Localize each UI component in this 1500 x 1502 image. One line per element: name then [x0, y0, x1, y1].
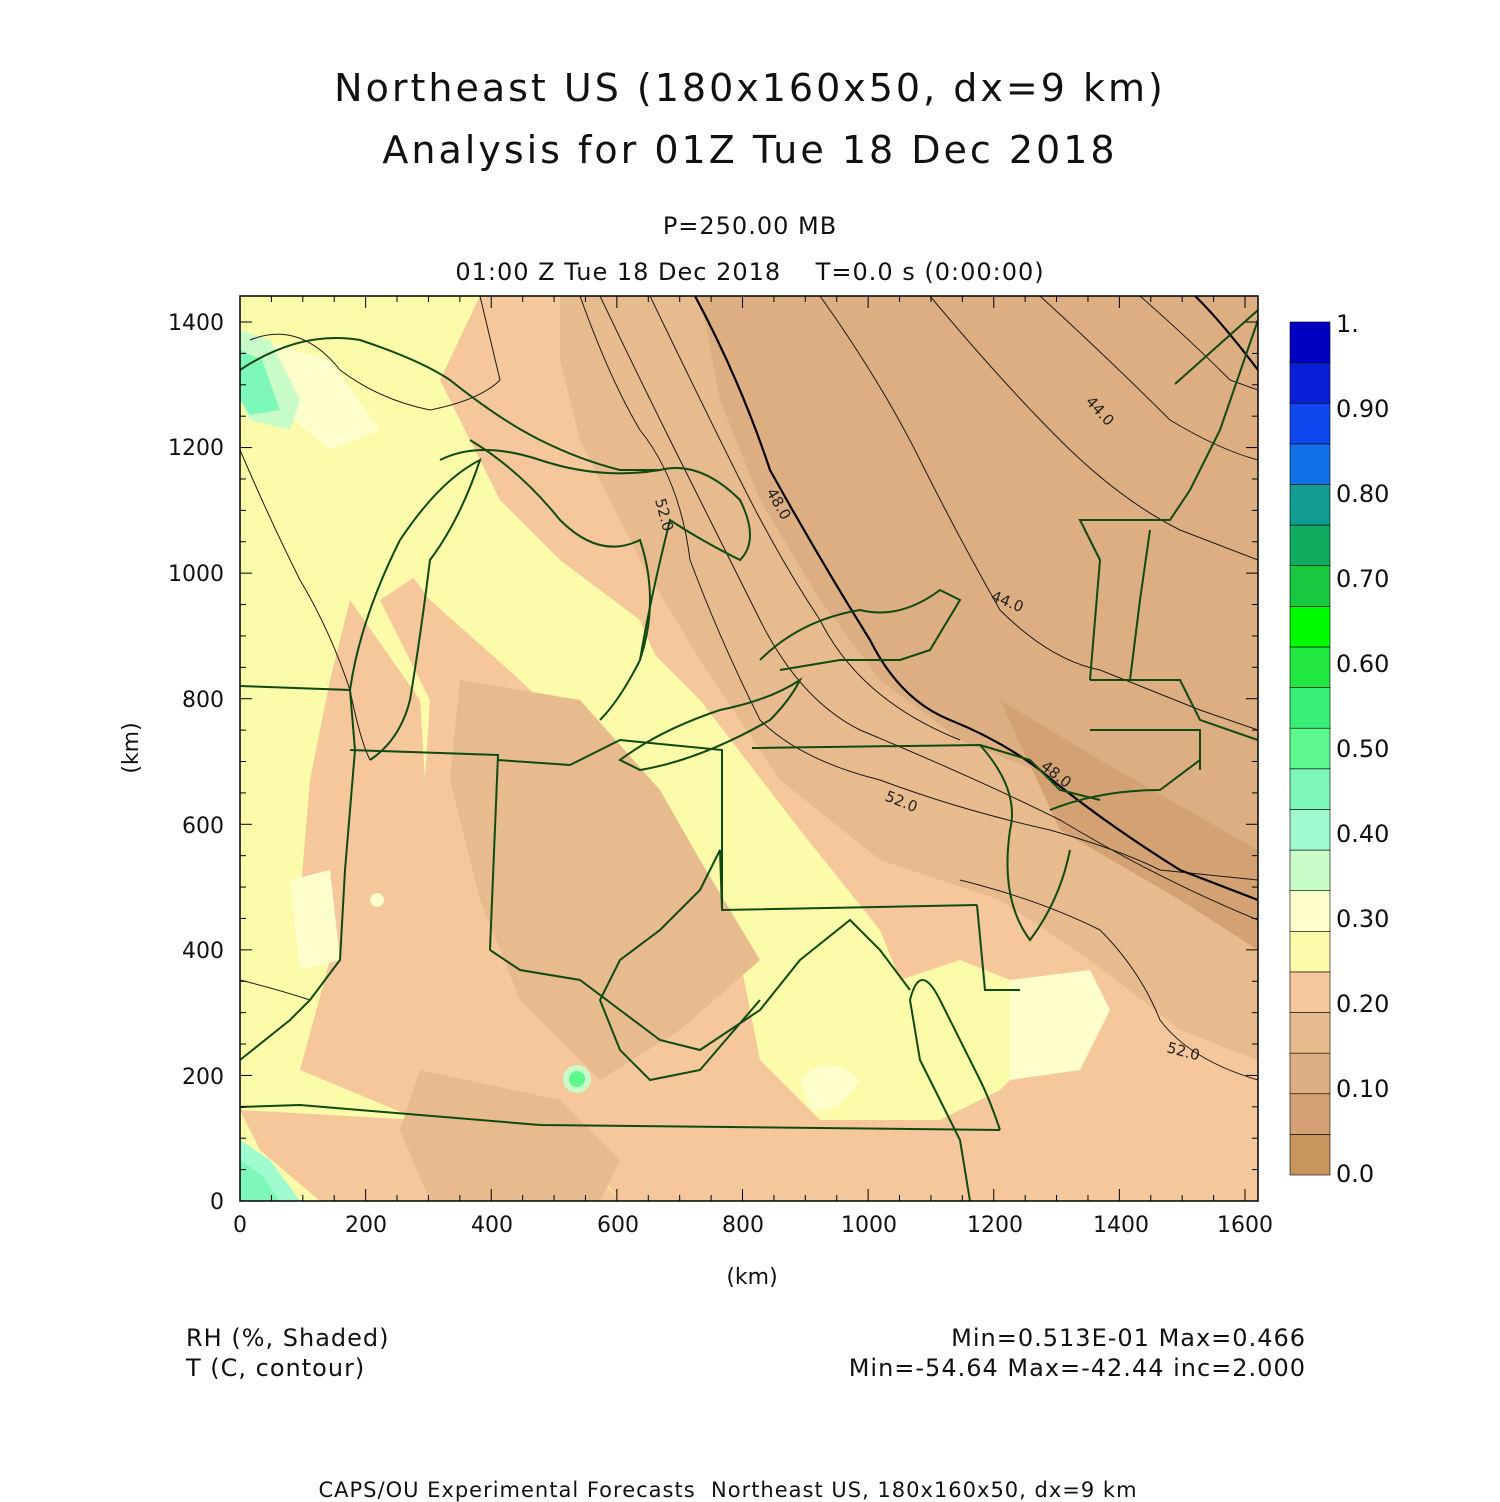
pressure-level: P=250.00 MB: [662, 212, 838, 240]
colorbar-label: 0.90: [1336, 395, 1389, 423]
colorbar-label: 0.60: [1336, 650, 1389, 678]
y-tick-label: 800: [182, 688, 224, 713]
map-title: Northeast US (180x160x50, dx=9 km): [334, 66, 1166, 110]
x-tick-label: 0: [233, 1213, 247, 1238]
plot-frame: [239, 295, 1259, 1202]
colorbar-swatch: [1289, 809, 1331, 851]
colorbar-swatch: [1289, 1093, 1331, 1135]
colorbar-swatch: [1289, 1052, 1331, 1095]
x-tick-label: 400: [471, 1213, 513, 1238]
colorbar-swatch: [1289, 849, 1331, 891]
colorbar-swatch: [1289, 524, 1331, 567]
colorbar-swatch: [1289, 443, 1331, 485]
y-tick-label: 1000: [168, 562, 224, 587]
y-tick-label: 1200: [168, 436, 224, 461]
x-tick-label: 800: [722, 1213, 764, 1238]
map-subtitle: Analysis for 01Z Tue 18 Dec 2018: [382, 128, 1118, 172]
x-tick-label: 1400: [1093, 1213, 1149, 1238]
colorbar-swatch: [1289, 768, 1331, 810]
legend-stats-rh: Min=0.513E-01 Max=0.466: [951, 1324, 1306, 1352]
x-tick-label: 1000: [841, 1213, 897, 1238]
contour-48: [694, 296, 1258, 902]
colorbar-swatch: [1289, 890, 1331, 932]
colorbar-swatch: [1289, 1012, 1331, 1054]
colorbar-swatch: [1289, 930, 1331, 973]
colorbar-swatch: [1289, 606, 1331, 648]
colorbar-swatch: [1289, 362, 1331, 404]
colorbar-swatch: [1289, 1134, 1331, 1176]
x-tick-label: 1600: [1217, 1213, 1273, 1238]
x-axis-label: (km): [726, 1265, 777, 1290]
colorbar-swatch: [1289, 646, 1331, 688]
colorbar-label: 0.0: [1336, 1160, 1374, 1188]
colorbar-swatch: [1289, 565, 1331, 607]
colorbar-label: 0.70: [1336, 565, 1389, 593]
y-tick-label: 600: [182, 814, 224, 839]
colorbar-label: 1.: [1336, 310, 1359, 338]
x-tick-label: 200: [345, 1213, 387, 1238]
colorbar-label: 0.40: [1336, 820, 1389, 848]
colorbar-label: 0.50: [1336, 735, 1389, 763]
colorbar-swatch: [1289, 687, 1331, 729]
color-bar-labels: 0.0 0.10 0.20 0.30 0.40 0.50 0.60 0.70 0…: [1336, 310, 1389, 1188]
colorbar-label: 0.80: [1336, 480, 1389, 508]
colorbar-swatch: [1289, 727, 1331, 770]
y-axis-label: (km): [119, 722, 144, 773]
axis-ticks: [239, 296, 1258, 1202]
y-axis-tick-labels: 0 200 400 600 800 1000 1200 1400: [168, 311, 224, 1215]
temperature-contours: [240, 296, 1258, 1081]
y-tick-label: 400: [182, 939, 224, 964]
colorbar-swatch: [1289, 971, 1331, 1013]
colorbar-label: 0.30: [1336, 905, 1389, 933]
y-tick-label: 200: [182, 1065, 224, 1090]
x-tick-label: 1200: [967, 1213, 1023, 1238]
colorbar-swatch: [1289, 484, 1331, 526]
colorbar-label: 0.10: [1336, 1075, 1389, 1103]
legend-stats-t: Min=-54.64 Max=-42.44 inc=2.000: [848, 1354, 1306, 1382]
y-tick-label: 0: [210, 1190, 224, 1215]
rh-shading: [240, 296, 1258, 1201]
valid-time: 01:00 Z Tue 18 Dec 2018 T=0.0 s (0:00:00…: [455, 258, 1045, 286]
x-tick-label: 600: [597, 1213, 639, 1238]
x-axis-tick-labels: 0 200 400 600 800 1000 1200 1400 1600: [233, 1213, 1273, 1238]
y-tick-label: 1400: [168, 311, 224, 336]
legend-field-rh: RH (%, Shaded): [186, 1324, 390, 1352]
footer-credit: CAPS/OU Experimental Forecasts Northeast…: [318, 1478, 1138, 1502]
colorbar-swatch: [1289, 402, 1331, 445]
color-bar: [1289, 321, 1331, 1176]
legend-field-t: T (C, contour): [186, 1354, 366, 1382]
colorbar-swatch: [1289, 321, 1331, 363]
geographic-boundaries: [240, 309, 1258, 1201]
colorbar-label: 0.20: [1336, 990, 1389, 1018]
